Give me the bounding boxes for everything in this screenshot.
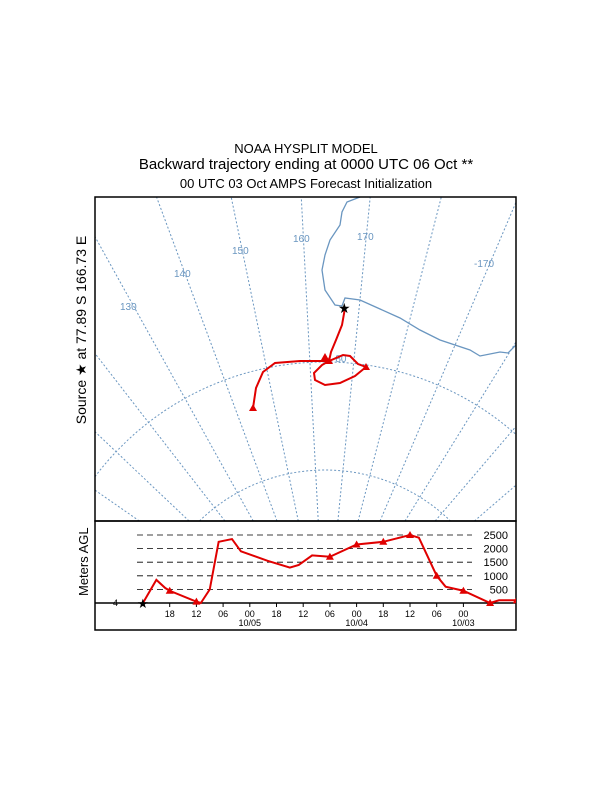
latitude-circle	[95, 361, 516, 477]
height-marker	[566, 598, 574, 605]
height-marker	[459, 586, 468, 594]
trajectory-marker	[321, 353, 329, 360]
date-label: 10/03	[452, 618, 475, 628]
x-tick-label: 06	[432, 609, 442, 619]
meridian-line	[474, 484, 516, 521]
height-marker	[486, 599, 495, 606]
trajectory-markers-map	[249, 353, 370, 411]
x-tick-label: 18	[165, 609, 175, 619]
y-tick-label: 2500	[484, 530, 508, 542]
y-tick-label: 2000	[484, 544, 508, 556]
title-init: 00 UTC 03 Oct AMPS Forecast Initializati…	[179, 176, 433, 191]
trajectory-marker	[249, 404, 257, 411]
coastline	[321, 197, 516, 357]
height-marker	[325, 552, 334, 560]
height-marker	[432, 571, 441, 579]
y-tick-label: 500	[490, 584, 508, 596]
height-frame	[94, 520, 517, 631]
meridian-line	[357, 197, 442, 521]
trajectory-marker	[325, 357, 333, 364]
map-grid: 130 140 150 160 170 -170 -80	[95, 197, 516, 521]
meridian-line	[95, 431, 190, 521]
latitude-label: -80	[332, 354, 347, 365]
latitude-circle	[199, 469, 451, 521]
height-series: ★	[137, 531, 574, 611]
meridian-label: -170	[474, 259, 494, 270]
meridian-line	[404, 341, 516, 521]
meridian-label: 170	[357, 232, 374, 243]
x-tick-label: 12	[405, 609, 415, 619]
height-marker	[192, 597, 201, 605]
meridian-line	[230, 197, 299, 521]
meridian-line	[95, 489, 140, 521]
x-tick-label: 18	[271, 609, 281, 619]
meridian-label: 130	[120, 302, 137, 313]
x-tick-label: 00	[245, 609, 255, 619]
x-tick-label: 18	[378, 609, 388, 619]
trajectory-marker	[362, 363, 370, 370]
x-tick-label: 12	[191, 609, 201, 619]
height-marker	[406, 531, 414, 538]
x-tick-label: 12	[298, 609, 308, 619]
meridian-label: 140	[174, 269, 191, 280]
title-trajectory: Backward trajectory ending at 0000 UTC 0…	[138, 156, 474, 173]
map-frame	[94, 196, 517, 522]
start-height-label: 4	[113, 598, 118, 608]
meridian-line	[300, 197, 319, 521]
x-tick-label: 06	[218, 609, 228, 619]
meridian-line	[379, 202, 516, 521]
height-marker	[352, 540, 361, 548]
date-label: 10/05	[239, 618, 262, 628]
date-label: 10/04	[345, 618, 368, 628]
height-marker	[512, 597, 516, 604]
height-marker	[379, 537, 388, 545]
trajectory-path-map	[252, 307, 368, 409]
meridian-line	[156, 197, 278, 521]
meridian-line	[95, 353, 226, 521]
x-tick-label: 00	[352, 609, 362, 619]
meridian-label: 160	[293, 234, 310, 245]
source-star-map: ★	[338, 300, 351, 316]
x-tick-label: 00	[458, 609, 468, 619]
meridian-label: 150	[232, 246, 249, 257]
title-model: NOAA HYSPLIT MODEL	[234, 141, 378, 156]
source-star-height: ★	[137, 596, 149, 611]
y-tick-label: 1000	[484, 571, 508, 583]
meridian-line	[434, 426, 516, 521]
x-tick-label: 06	[325, 609, 335, 619]
y-tick-label: 1500	[484, 557, 508, 569]
height-marker	[165, 586, 174, 594]
